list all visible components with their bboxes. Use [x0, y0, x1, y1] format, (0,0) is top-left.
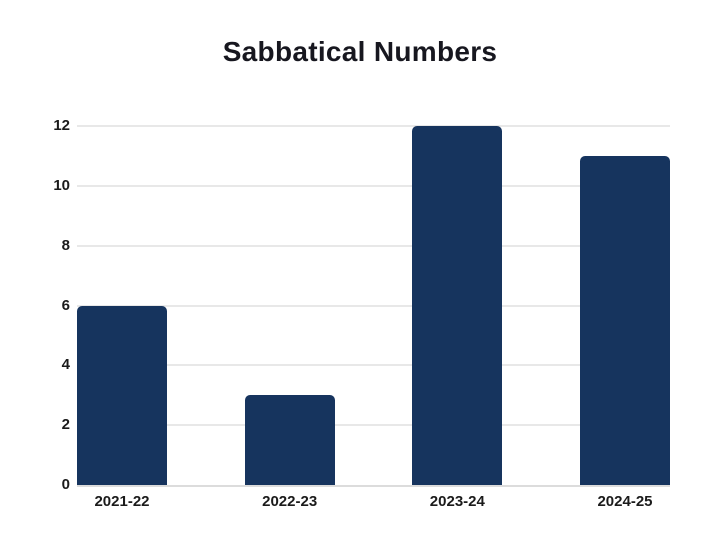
y-tick-label-6: 6: [61, 296, 70, 314]
y-tick-label-2: 2: [61, 416, 70, 434]
x-tick-label-2022-23: 2022-23: [262, 493, 318, 510]
gridline-y-2: [77, 424, 670, 427]
gridline-y-8: [77, 244, 670, 247]
bar-2023-24: [412, 126, 503, 485]
bar-2024-25: [580, 155, 670, 485]
gridline-y-10: [77, 184, 670, 187]
x-tick-label-2021-22: 2021-22: [94, 493, 150, 510]
y-tick-label-8: 8: [61, 236, 70, 254]
bar-2022-23: [244, 395, 335, 485]
bar-2021-22: [77, 305, 167, 485]
x-tick-label-2024-25: 2024-25: [597, 493, 653, 510]
gridline-y-12: [77, 125, 670, 127]
y-tick-label-0: 0: [61, 476, 70, 493]
chart-title: Sabbatical Numbers: [222, 36, 498, 67]
y-tick-label-10: 10: [53, 176, 70, 194]
x-tick-label-2023-24: 2023-24: [429, 493, 485, 510]
plot-area: [77, 125, 670, 487]
gridline-y-6: [77, 304, 670, 307]
y-tick-label-4: 4: [61, 356, 70, 374]
y-tick-label-12: 12: [53, 117, 70, 134]
x-axis-baseline: [77, 485, 670, 487]
gridline-y-4: [77, 364, 670, 367]
